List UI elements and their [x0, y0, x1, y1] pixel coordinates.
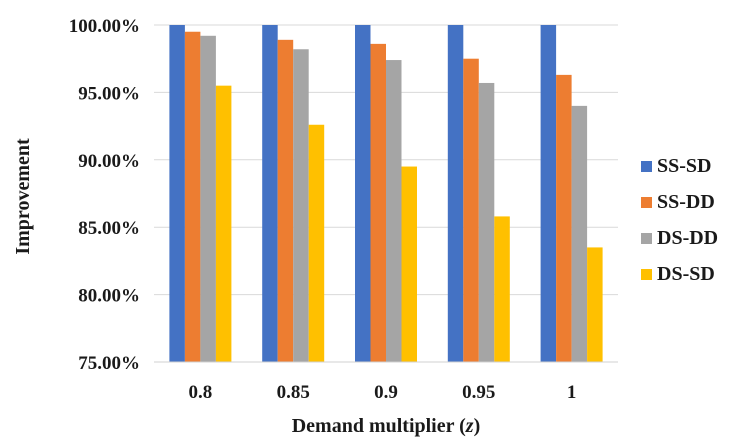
- bar-ds-sd-0.85: [308, 124, 325, 362]
- bar-ds-dd-0.85: [293, 49, 309, 362]
- bars: [169, 25, 603, 363]
- bar-ss-sd-0.9: [355, 25, 371, 362]
- bar-ss-sd-0.95: [447, 25, 464, 362]
- y-tick-label: 85.00%: [78, 218, 140, 239]
- bar-ss-sd-0.85: [262, 25, 278, 362]
- y-tick-label: 75.00%: [78, 353, 140, 374]
- bar-ds-dd-1: [571, 105, 588, 362]
- bar-ss-dd-0.95: [463, 58, 479, 362]
- y-tick-label: 95.00%: [78, 83, 140, 104]
- legend-swatch-ds-sd: [641, 269, 652, 280]
- x-axis-ticks: 0.8 0.85 0.9 0.95 1: [189, 382, 577, 403]
- x-tick-label: 0.95: [462, 382, 495, 403]
- bar-ss-dd-1: [556, 74, 572, 362]
- bar-ds-sd-0.8: [215, 85, 232, 362]
- legend-swatch-ds-dd: [641, 233, 652, 244]
- bar-ss-sd-1: [540, 25, 557, 362]
- x-tick-label: 1: [567, 382, 577, 403]
- x-tick-label: 0.9: [374, 382, 398, 403]
- y-axis-label: Improvement: [12, 138, 34, 255]
- y-axis-ticks: 75.00% 80.00% 85.00% 90.00% 95.00% 100.00%: [69, 16, 140, 374]
- bar-ss-dd-0.9: [370, 43, 386, 362]
- x-axis-label-var: z: [465, 415, 474, 437]
- bar-ss-dd-0.8: [184, 31, 201, 363]
- y-tick-label: 80.00%: [78, 286, 140, 307]
- x-tick-label: 0.8: [189, 382, 213, 403]
- bar-ds-sd-0.95: [494, 216, 510, 362]
- legend-label-ds-dd: DS-DD: [657, 227, 718, 249]
- x-tick-label: 0.85: [277, 382, 310, 403]
- y-tick-label: 90.00%: [78, 151, 140, 172]
- bar-ds-dd-0.95: [478, 82, 495, 363]
- x-axis-label: Demand multiplier (z): [292, 415, 481, 437]
- legend-label-ss-dd: SS-DD: [657, 191, 715, 213]
- bar-ss-dd-0.85: [277, 39, 294, 362]
- bar-ds-dd-0.8: [200, 35, 216, 363]
- bar-ds-sd-0.9: [401, 166, 417, 362]
- legend-swatch-ss-sd: [641, 161, 652, 172]
- legend-label-ds-sd: DS-SD: [657, 263, 715, 285]
- bar-ds-dd-0.9: [386, 60, 402, 362]
- bar-ss-sd-0.8: [169, 25, 185, 362]
- legend: SS-SD SS-DD DS-DD DS-SD: [641, 155, 718, 285]
- x-axis-label-close: ): [474, 415, 481, 437]
- x-axis-label-text: Demand multiplier (: [292, 415, 466, 437]
- legend-label-ss-sd: SS-SD: [657, 155, 711, 177]
- y-tick-label: 100.00%: [69, 16, 140, 37]
- legend-swatch-ss-dd: [641, 197, 652, 208]
- bar-ds-sd-1: [587, 247, 603, 362]
